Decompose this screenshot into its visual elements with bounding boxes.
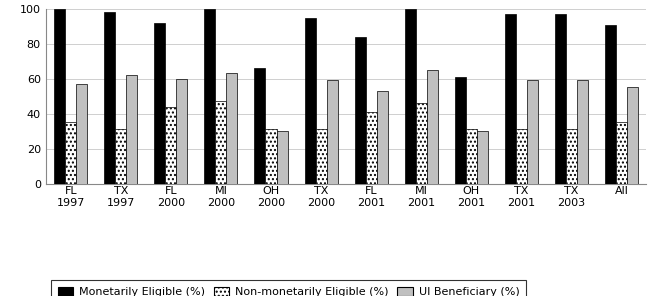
Bar — [577, 81, 588, 184]
Bar — [627, 88, 638, 184]
Bar — [227, 73, 238, 184]
Bar — [377, 91, 388, 184]
Bar — [266, 129, 276, 184]
Bar — [304, 18, 315, 184]
Bar — [466, 129, 477, 184]
Bar — [215, 102, 227, 184]
Bar — [116, 129, 126, 184]
Bar — [426, 70, 438, 184]
Bar — [315, 129, 326, 184]
Legend: Monetarily Eligible (%), Non-monetarily Eligible (%), UI Beneficiary (%): Monetarily Eligible (%), Non-monetarily … — [52, 280, 526, 296]
Bar — [605, 25, 616, 184]
Bar — [54, 9, 65, 184]
Bar — [65, 123, 76, 184]
Bar — [454, 77, 466, 184]
Bar — [326, 81, 338, 184]
Bar — [76, 84, 88, 184]
Bar — [505, 14, 516, 184]
Bar — [154, 23, 165, 184]
Bar — [355, 37, 366, 184]
Bar — [276, 131, 287, 184]
Bar — [104, 12, 116, 184]
Bar — [616, 123, 627, 184]
Bar — [416, 103, 426, 184]
Bar — [176, 79, 187, 184]
Bar — [165, 107, 176, 184]
Bar — [255, 68, 266, 184]
Bar — [527, 81, 538, 184]
Bar — [405, 9, 416, 184]
Bar — [204, 9, 215, 184]
Bar — [366, 112, 377, 184]
Bar — [555, 14, 566, 184]
Bar — [477, 131, 488, 184]
Bar — [516, 129, 527, 184]
Bar — [126, 75, 137, 184]
Bar — [566, 129, 577, 184]
